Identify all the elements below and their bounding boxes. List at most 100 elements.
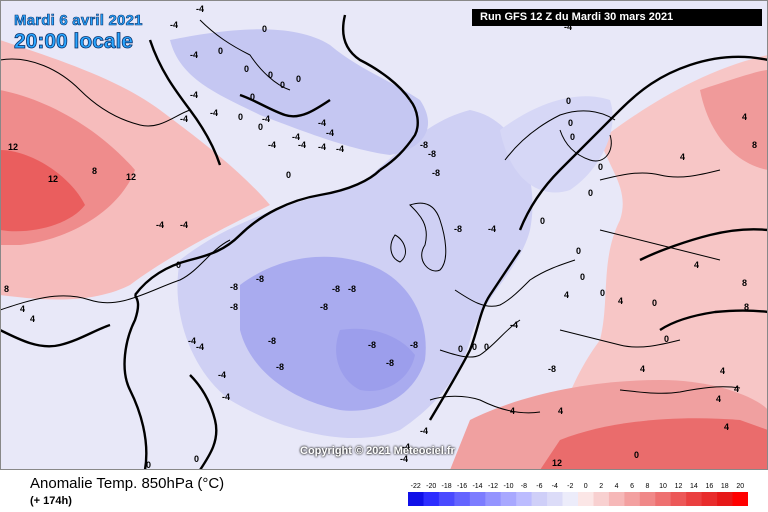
contour-label: 0 <box>664 334 669 344</box>
contour-label: -4 <box>298 140 306 150</box>
contour-label: 0 <box>280 80 285 90</box>
contour-label: 0 <box>472 342 477 352</box>
contour-label: -4 <box>488 224 496 234</box>
contour-label: -4 <box>218 370 226 380</box>
legend-tick-label: -6 <box>536 483 542 490</box>
contour-label: 4 <box>716 394 721 404</box>
contour-label: 12 <box>48 174 58 184</box>
contour-label: 0 <box>568 118 573 128</box>
contour-label: 0 <box>570 132 575 142</box>
cold-anomaly-north <box>170 29 429 155</box>
contour-label: 0 <box>588 188 593 198</box>
contour-label: -4 <box>268 140 276 150</box>
contour-label: -8 <box>256 274 264 284</box>
contour-label: 0 <box>458 344 463 354</box>
contour-label: -8 <box>368 340 376 350</box>
contour-label: -4 <box>180 114 188 124</box>
contour-label: 8 <box>4 284 9 294</box>
legend-color-swatch <box>578 492 594 506</box>
legend-color-swatch <box>454 492 471 506</box>
legend-tick-label: -12 <box>488 483 498 490</box>
legend-color-swatch <box>639 492 656 506</box>
contour-label: -4 <box>420 426 428 436</box>
legend-tick-label: 12 <box>675 483 683 490</box>
contour-label: 0 <box>258 122 263 132</box>
warm-anomaly-east <box>540 55 768 470</box>
contour-label: -8 <box>276 362 284 372</box>
contour-label: -8 <box>230 282 238 292</box>
contour-label: 0 <box>598 162 603 172</box>
contour-label: 0 <box>176 260 181 270</box>
legend-tick-label: -8 <box>521 483 527 490</box>
legend-color-swatch <box>408 492 424 506</box>
contour-label: 0 <box>250 92 255 102</box>
legend-tick-label: -4 <box>552 483 558 490</box>
legend-tick-label: -16 <box>457 483 467 490</box>
contour-label: -4 <box>402 442 410 452</box>
forecast-date: Mardi 6 avril 2021 <box>14 12 143 30</box>
contour-label: 4 <box>742 112 747 122</box>
contour-label: -4 <box>190 50 198 60</box>
contour-label: 4 <box>680 152 685 162</box>
contour-label: -4 <box>156 220 164 230</box>
contour-label: -4 <box>510 320 518 330</box>
legend-tick-label: -22 <box>411 483 421 490</box>
contour-label: 8 <box>744 302 749 312</box>
contour-label: -8 <box>420 140 428 150</box>
contour-label: 4 <box>724 422 729 432</box>
coastlines <box>0 19 741 414</box>
legend-tick-label: 16 <box>706 483 714 490</box>
legend-tick-label: 8 <box>646 483 650 490</box>
warm-anomaly-med-core <box>540 418 768 470</box>
contour-label: 4 <box>720 366 725 376</box>
contour-label: 8 <box>92 166 97 176</box>
contour-label: -8 <box>432 168 440 178</box>
contour-label: -4 <box>318 118 326 128</box>
contour-label: -8 <box>548 364 556 374</box>
contour-label: 12 <box>8 142 18 152</box>
contour-label: -8 <box>454 224 462 234</box>
contour-label: -4 <box>170 20 178 30</box>
contour-label: 0 <box>238 112 243 122</box>
zero-anomaly-contours <box>0 14 768 470</box>
model-run-label: Run GFS 12 Z du Mardi 30 mars 2021 <box>472 9 762 26</box>
legend-color-swatch <box>438 492 455 506</box>
legend-color-swatch <box>701 492 718 506</box>
contour-label: 0 <box>146 460 151 470</box>
warm-anomaly-greenland <box>0 40 270 300</box>
footer: Anomalie Temp. 850hPa (°C) (+ 174h) -22-… <box>0 470 768 512</box>
contour-label: 0 <box>634 450 639 460</box>
contour-label: -4 <box>210 108 218 118</box>
contour-label: -8 <box>386 358 394 368</box>
legend-color-swatch <box>547 492 564 506</box>
contour-label: 4 <box>734 384 739 394</box>
contour-label: 0 <box>484 342 489 352</box>
legend-color-swatch <box>732 492 748 506</box>
legend-color-swatch <box>686 492 703 506</box>
contour-label: 4 <box>20 304 25 314</box>
contour-label: 0 <box>540 216 545 226</box>
legend-tick-label: -14 <box>472 483 482 490</box>
contour-label: 0 <box>296 74 301 84</box>
contour-label: 0 <box>286 170 291 180</box>
contour-label: -4 <box>222 392 230 402</box>
contour-label: 4 <box>618 296 623 306</box>
contour-label: 0 <box>262 24 267 34</box>
legend-tick-label: 18 <box>721 483 729 490</box>
contour-label: -4 <box>188 336 196 346</box>
cold-anomaly-scandinavia <box>500 96 613 193</box>
legend-color-swatch <box>670 492 687 506</box>
legend-tick-label: 6 <box>630 483 634 490</box>
contour-label: -8 <box>348 284 356 294</box>
contour-label: 0 <box>244 64 249 74</box>
legend-color-swatch <box>469 492 486 506</box>
legend-tick-label: 0 <box>584 483 588 490</box>
legend-color-swatch <box>593 492 610 506</box>
contour-label: 4 <box>30 314 35 324</box>
legend-tick-label: -10 <box>503 483 513 490</box>
legend-tick-label: 2 <box>599 483 603 490</box>
contour-label: -8 <box>410 340 418 350</box>
contour-label: 0 <box>600 288 605 298</box>
contour-label: 8 <box>742 278 747 288</box>
